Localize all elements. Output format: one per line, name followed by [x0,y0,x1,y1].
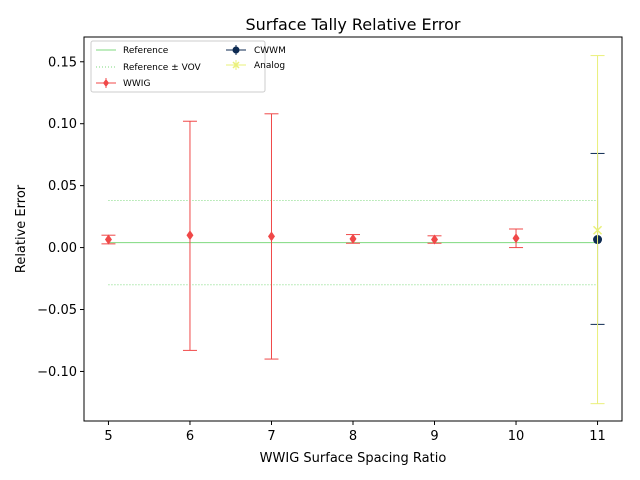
y-tick-label: 0.10 [48,117,77,132]
y-tick-label: −0.05 [37,303,77,318]
analog-point [593,225,603,235]
series-layer [101,55,605,405]
wwig-point [431,234,439,245]
legend-reference-label: Reference [123,46,169,56]
x-tick-label: 11 [589,429,606,444]
x-tick-label: 6 [186,429,194,444]
wwig-point [186,230,194,241]
wwig-point [349,233,357,244]
legend-wwig-swatch [96,78,116,88]
y-axis: −0.10 −0.05 0.00 0.05 0.10 0.15 [37,55,84,380]
legend-wwig-label: WWIG [123,79,150,89]
x-tick-label: 8 [349,429,357,444]
y-tick-label: 0.05 [48,179,77,194]
chart-title: Surface Tally Relative Error [245,15,460,34]
x-tick-label: 5 [104,429,112,444]
legend-cwwm-swatch [226,45,246,55]
x-tick-label: 7 [267,429,275,444]
legend-vov-label: Reference ± VOV [123,63,202,73]
y-tick-label: 0.15 [48,55,77,70]
x-axis: 5 6 7 8 9 10 11 [104,421,606,444]
y-tick-label: −0.10 [37,365,77,380]
wwig-point [104,234,112,245]
wwig-point [267,231,275,242]
legend-analog-label: Analog [254,61,285,71]
analog-point-stroke-b [593,225,603,235]
y-axis-title: Relative Error [14,184,29,273]
wwig-point [512,233,520,244]
legend-cwwm-label: CWWM [254,46,286,56]
x-axis-title: WWIG Surface Spacing Ratio [260,451,447,466]
x-tick-label: 9 [430,429,438,444]
x-tick-label: 10 [508,429,525,444]
y-tick-label: 0.00 [48,241,77,256]
legend-analog-swatch [226,60,246,70]
legend: Reference Reference ± VOV WWIG CWWM Anal… [90,40,286,93]
legend-box [90,40,266,93]
